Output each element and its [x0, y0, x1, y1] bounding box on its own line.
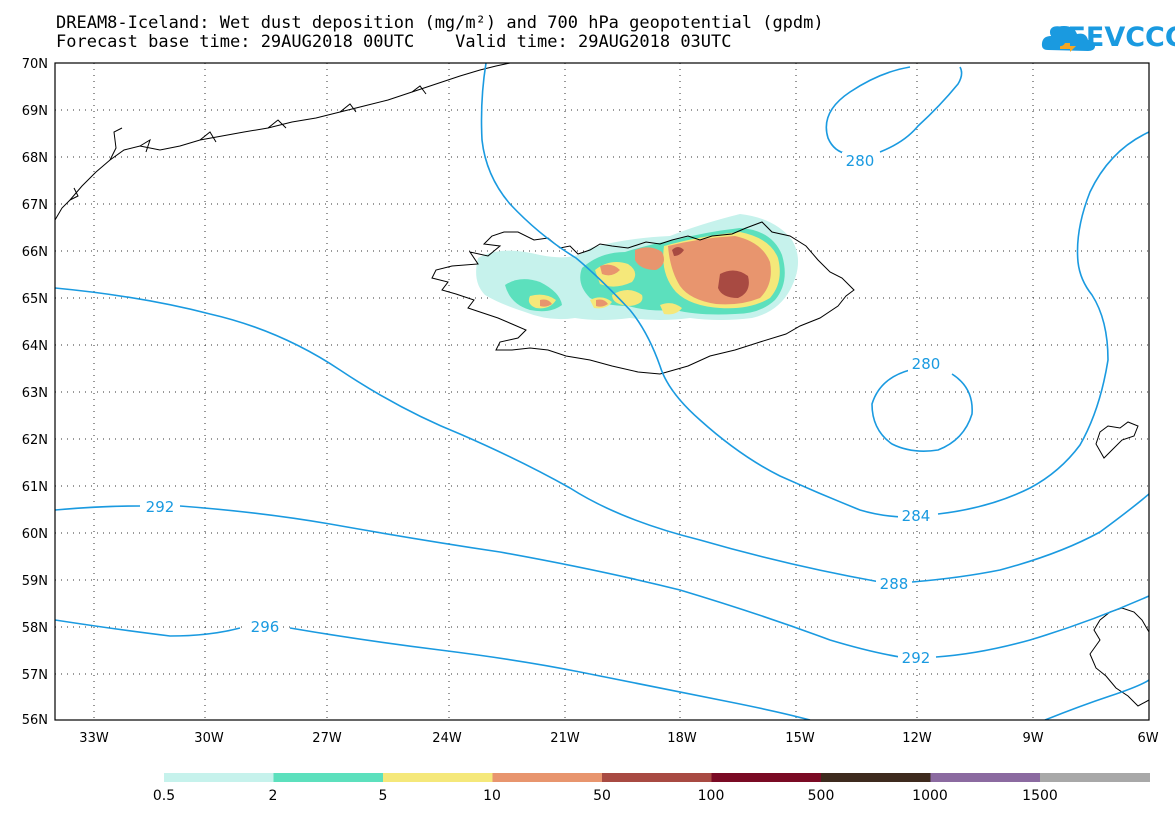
contour-292-upper — [179, 505, 901, 658]
greenland-coast-inlets — [69, 85, 427, 201]
legend-label: 2 — [269, 788, 278, 804]
latitude-labels: 70N 69N 68N 67N 66N 65N 64N 63N 62N 61N … — [22, 57, 48, 728]
contour-label: 280 — [846, 152, 875, 170]
legend-labels: 0.5 2 5 10 50 100 500 1000 1500 — [153, 788, 1058, 804]
lat-label: 69N — [22, 104, 48, 119]
brand-name: SEEVCCC — [1048, 22, 1175, 53]
legend-swatch — [383, 773, 493, 782]
legend-swatch — [821, 773, 931, 782]
contour-296 — [289, 627, 811, 720]
contour-label: 284 — [902, 507, 931, 525]
lon-label: 9W — [1022, 731, 1043, 746]
legend-swatch — [1040, 773, 1150, 782]
lat-label: 68N — [22, 151, 48, 166]
legend-swatch — [492, 773, 603, 782]
lon-label: 24W — [432, 731, 462, 746]
contour-label: 296 — [251, 618, 280, 636]
deposition-10-area — [540, 236, 771, 307]
cloud-logo-icon — [1041, 26, 1096, 52]
dust-deposition-field — [476, 214, 799, 320]
contour-280-north — [825, 66, 911, 155]
legend-label: 1000 — [912, 788, 948, 804]
legend-label: 5 — [379, 788, 388, 804]
legend-swatch — [711, 773, 822, 782]
contour-296-left — [55, 619, 241, 637]
lon-label: 15W — [785, 731, 815, 746]
contour-label: 280 — [912, 355, 941, 373]
lat-label: 59N — [22, 574, 48, 589]
legend-label: 0.5 — [153, 788, 175, 804]
title-line-2: Forecast base time: 29AUG2018 00UTC Vali… — [56, 32, 732, 52]
contour-300 — [1044, 679, 1149, 720]
legend-colorbar — [164, 773, 1150, 782]
scotland-coast — [1089, 607, 1149, 707]
lon-label: 30W — [194, 731, 224, 746]
legend-swatch — [602, 773, 712, 782]
contour-284 — [55, 287, 881, 583]
deposition-50-area — [672, 247, 749, 298]
contour-label: 292 — [146, 498, 175, 516]
map-frame — [54, 62, 1150, 721]
contour-288 — [911, 493, 1149, 583]
lat-label: 63N — [22, 386, 48, 401]
lon-label: 12W — [902, 731, 932, 746]
lat-label: 66N — [22, 245, 48, 260]
faroe-islands-coast — [1095, 421, 1139, 459]
legend-swatch — [273, 773, 384, 782]
iceland-coast — [431, 221, 855, 375]
contour-label: 288 — [880, 575, 909, 593]
title-line-1: DREAM8-Iceland: Wet dust deposition (mg/… — [56, 13, 824, 33]
contour-280-east-b — [480, 63, 903, 518]
contour-280-north-b — [879, 66, 963, 153]
legend-swatch — [930, 773, 1041, 782]
lon-label: 6W — [1137, 731, 1158, 746]
contour-292-upper-left — [55, 505, 141, 511]
lat-label: 65N — [22, 292, 48, 307]
contour-label: 292 — [902, 649, 931, 667]
lat-label: 64N — [22, 339, 48, 354]
lon-label: 33W — [79, 731, 109, 746]
legend-swatch — [164, 773, 274, 782]
legend-label: 10 — [483, 788, 501, 804]
lat-label: 60N — [22, 527, 48, 542]
greenland-coast — [55, 63, 511, 221]
contour-292-upper-right — [935, 595, 1149, 658]
legend-label: 50 — [593, 788, 611, 804]
legend-label: 1500 — [1022, 788, 1058, 804]
legend-label: 100 — [698, 788, 725, 804]
longitude-labels: 33W 30W 27W 24W 21W 18W 15W 12W 9W 6W — [79, 731, 1158, 746]
lat-label: 67N — [22, 198, 48, 213]
lat-label: 70N — [22, 57, 48, 72]
lon-label: 18W — [667, 731, 697, 746]
lat-label: 57N — [22, 668, 48, 683]
contour-280-ring — [871, 369, 973, 452]
coastlines — [55, 63, 1149, 707]
lat-label: 58N — [22, 621, 48, 636]
legend-label: 500 — [808, 788, 835, 804]
lat-label: 56N — [22, 713, 48, 728]
lat-label: 62N — [22, 433, 48, 448]
contour-280-east — [937, 131, 1149, 515]
lat-label: 61N — [22, 480, 48, 495]
contour-labels: 280 280 284 288 292 292 296 — [142, 152, 944, 667]
lon-label: 21W — [550, 731, 580, 746]
gridlines — [55, 63, 1149, 720]
lon-label: 27W — [312, 731, 342, 746]
geopotential-contours — [55, 63, 1149, 720]
